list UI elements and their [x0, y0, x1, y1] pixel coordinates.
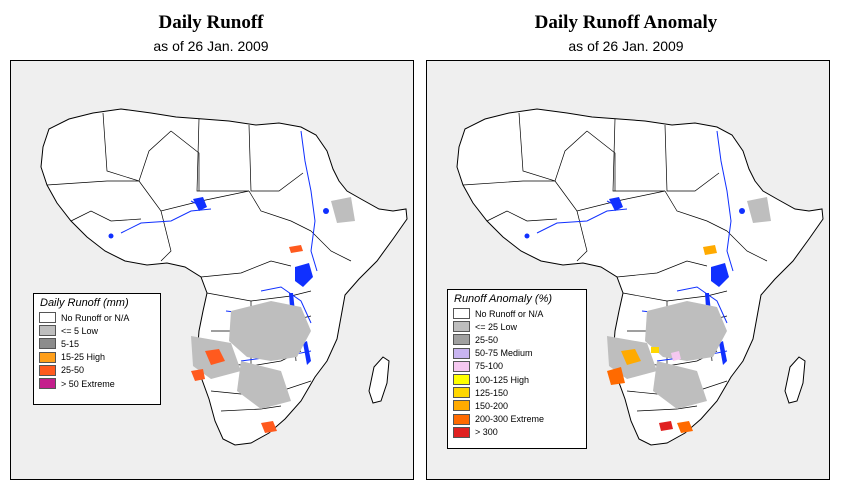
legend-item: No Runoff or N/A: [34, 311, 160, 324]
legend-label: 50-75 Medium: [475, 348, 533, 359]
legend-swatch: [453, 387, 470, 399]
legend-swatch: [453, 374, 470, 386]
legend-label: 100-125 High: [475, 374, 530, 385]
right-map-panel: Runoff Anomaly (%) No Runoff or N/A <= 2…: [426, 60, 830, 480]
legend-item: 25-50: [448, 333, 586, 346]
anomaly-high-areas: [607, 245, 717, 433]
legend-swatch: [39, 364, 56, 376]
africa-landmass: [40, 108, 408, 446]
right-map-title: Daily Runoff Anomaly: [534, 12, 718, 33]
legend-swatch: [39, 351, 56, 363]
runoff-high-areas: [191, 245, 303, 433]
legend-label: <= 5 Low: [61, 325, 99, 336]
legend-swatch: [453, 308, 470, 320]
legend-swatch: [453, 360, 470, 372]
legend-label: 200-300 Extreme: [475, 414, 545, 425]
legend-swatch: [453, 334, 470, 346]
legend-item: 150-200: [448, 399, 586, 412]
legend-swatch: [39, 325, 56, 337]
legend-label: No Runoff or N/A: [61, 312, 130, 323]
legend-swatch: [453, 321, 470, 333]
right-legend: Runoff Anomaly (%) No Runoff or N/A <= 2…: [447, 289, 587, 449]
africa-anomaly-map: [456, 108, 824, 446]
legend-label: <= 25 Low: [475, 321, 518, 332]
legend-title: Daily Runoff (mm): [40, 297, 129, 309]
legend-swatch: [39, 338, 56, 350]
left-legend: Daily Runoff (mm) No Runoff or N/A <= 5 …: [33, 293, 161, 405]
africa-landmass: [456, 108, 824, 446]
legend-label: No Runoff or N/A: [475, 308, 544, 319]
legend-item: 5-15: [34, 337, 160, 350]
legend-item: No Runoff or N/A: [448, 307, 586, 320]
legend-item: > 50 Extreme: [34, 377, 160, 390]
legend-item: 125-150: [448, 386, 586, 399]
right-map-subtitle: as of 26 Jan. 2009: [568, 38, 684, 54]
legend-label: 25-50: [475, 334, 499, 345]
left-map-panel: Daily Runoff (mm) No Runoff or N/A <= 5 …: [10, 60, 414, 480]
legend-item: 50-75 Medium: [448, 347, 586, 360]
legend-item: 100-125 High: [448, 373, 586, 386]
legend-label: 25-50: [61, 365, 85, 376]
legend-swatch: [453, 413, 470, 425]
legend-label: > 50 Extreme: [61, 378, 115, 389]
legend-item: > 300: [448, 426, 586, 439]
legend-item: 75-100: [448, 360, 586, 373]
legend-label: 125-150: [475, 387, 509, 398]
legend-swatch: [39, 378, 56, 390]
legend-swatch: [453, 426, 470, 438]
africa-runoff-map: [40, 108, 408, 446]
legend-item: 15-25 High: [34, 351, 160, 364]
legend-item: <= 5 Low: [34, 324, 160, 337]
legend-title: Runoff Anomaly (%): [454, 293, 553, 305]
left-map-subtitle: as of 26 Jan. 2009: [153, 38, 269, 54]
legend-item: <= 25 Low: [448, 320, 586, 333]
legend-label: > 300: [475, 427, 498, 438]
left-map-title: Daily Runoff: [158, 12, 264, 33]
legend-swatch: [39, 312, 56, 324]
legend-label: 5-15: [61, 338, 80, 349]
legend-item: 200-300 Extreme: [448, 413, 586, 426]
legend-label: 150-200: [475, 400, 509, 411]
legend-label: 15-25 High: [61, 352, 106, 363]
legend-item: 25-50: [34, 364, 160, 377]
legend-swatch: [453, 347, 470, 359]
legend-label: 75-100: [475, 361, 504, 372]
legend-swatch: [453, 400, 470, 412]
